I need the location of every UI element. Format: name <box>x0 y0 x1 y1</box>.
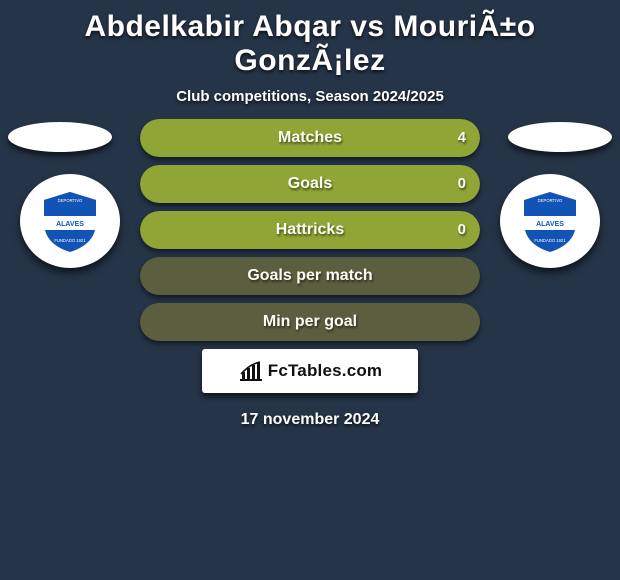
stat-value-right: 0 <box>458 211 466 249</box>
svg-text:DEPORTIVO: DEPORTIVO <box>538 198 563 203</box>
left-club-crest: ALAVES DEPORTIVO FUNDADO 1921 <box>20 174 120 268</box>
season-subtitle: Club competitions, Season 2024/2025 <box>0 88 620 105</box>
stat-value-right: 0 <box>458 165 466 203</box>
shield-icon: ALAVES DEPORTIVO FUNDADO 1921 <box>36 188 104 256</box>
stat-row-hattricks: Hattricks 0 <box>140 211 480 249</box>
right-avatar-oval <box>508 122 612 152</box>
stat-row-min-per-goal: Min per goal <box>140 303 480 341</box>
comparison-card: Abdelkabir Abqar vs MouriÃ±o GonzÃ¡lez C… <box>0 0 620 580</box>
stats-column: Matches 4 Goals 0 Hattricks 0 Goals per … <box>140 119 480 429</box>
stat-label: Goals <box>140 165 480 203</box>
page-title: Abdelkabir Abqar vs MouriÃ±o GonzÃ¡lez <box>0 0 620 78</box>
stat-label: Min per goal <box>140 303 480 341</box>
stat-row-goals-per-match: Goals per match <box>140 257 480 295</box>
logo-text: FcTables.com <box>238 360 383 382</box>
svg-text:ALAVES: ALAVES <box>56 221 84 228</box>
snapshot-date: 17 november 2024 <box>140 411 480 429</box>
stat-row-matches: Matches 4 <box>140 119 480 157</box>
stat-label: Matches <box>140 119 480 157</box>
bar-chart-icon <box>238 360 264 382</box>
svg-text:FUNDADO 1921: FUNDADO 1921 <box>54 238 86 243</box>
shield-icon: ALAVES DEPORTIVO FUNDADO 1921 <box>516 188 584 256</box>
stat-label: Hattricks <box>140 211 480 249</box>
logo-label: FcTables.com <box>268 361 383 381</box>
svg-text:FUNDADO 1921: FUNDADO 1921 <box>534 238 566 243</box>
stat-label: Goals per match <box>140 257 480 295</box>
right-club-crest: ALAVES DEPORTIVO FUNDADO 1921 <box>500 174 600 268</box>
stat-row-goals: Goals 0 <box>140 165 480 203</box>
left-avatar-oval <box>8 122 112 152</box>
stat-value-right: 4 <box>458 119 466 157</box>
svg-text:DEPORTIVO: DEPORTIVO <box>58 198 83 203</box>
svg-text:ALAVES: ALAVES <box>536 221 564 228</box>
source-logo[interactable]: FcTables.com <box>202 349 418 393</box>
